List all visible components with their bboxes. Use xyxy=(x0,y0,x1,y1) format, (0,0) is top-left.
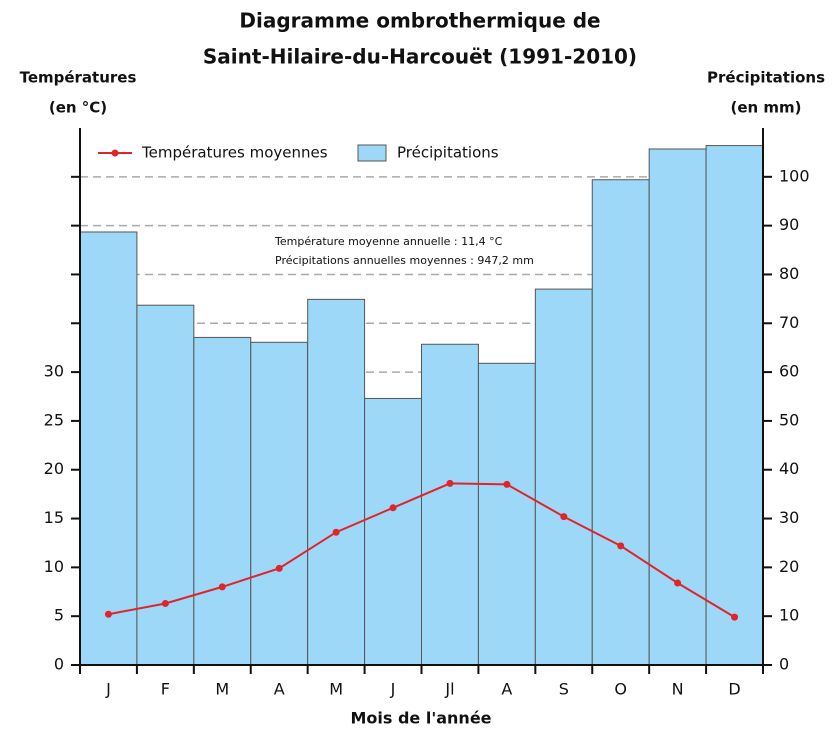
bar xyxy=(136,304,195,666)
x-tick-label: Jl xyxy=(444,680,454,699)
x-tick-label: M xyxy=(215,680,229,699)
y2-axis-label: Précipitations xyxy=(707,69,825,87)
y2-tick-label: 80 xyxy=(779,264,799,283)
y-tick-label: 10 xyxy=(44,557,64,576)
y-tick-label: 15 xyxy=(44,508,64,527)
x-tick-label: F xyxy=(161,680,170,699)
y2-axis-label: (en mm) xyxy=(730,99,801,117)
y-axis-label: (en °C) xyxy=(49,99,107,117)
x-tick-label: A xyxy=(501,680,512,699)
chart-title: Saint-Hilaire-du-Harcouët (1991-2010) xyxy=(203,45,637,69)
y2-tick-label: 30 xyxy=(779,508,799,527)
line xyxy=(108,482,736,619)
y2-tick-label: 100 xyxy=(779,166,810,185)
y-tick-label: 25 xyxy=(44,410,64,429)
marker xyxy=(503,480,511,488)
y-tick-label: 20 xyxy=(44,459,64,478)
marker xyxy=(617,542,625,550)
bar xyxy=(307,298,366,666)
marker xyxy=(731,613,739,621)
x-tick-label: J xyxy=(390,680,396,699)
y2-tick-label: 60 xyxy=(779,362,799,381)
marker xyxy=(104,610,112,618)
legend-swatch xyxy=(357,144,387,162)
y2-tick-label: 40 xyxy=(779,459,799,478)
bar xyxy=(705,145,764,666)
bar xyxy=(421,343,479,666)
marker xyxy=(674,579,682,587)
legend-label: Précipitations xyxy=(397,144,499,162)
y2-tick-label: 90 xyxy=(779,215,799,234)
chart-title: Diagramme ombrothermique de xyxy=(239,9,600,33)
x-tick-label: J xyxy=(105,680,111,699)
y2-tick-label: 20 xyxy=(779,557,799,576)
x-tick-label: A xyxy=(274,680,285,699)
marker xyxy=(332,528,340,536)
bar xyxy=(591,179,650,666)
x-axis-label: Mois de l'année xyxy=(350,709,491,728)
x-tick-label: O xyxy=(614,680,627,699)
y-tick-label: 30 xyxy=(44,362,64,381)
annotation: Température moyenne annuelle : 11,4 °C xyxy=(274,235,503,248)
y-tick-label: 0 xyxy=(54,655,64,674)
marker xyxy=(446,479,454,487)
marker xyxy=(161,599,169,607)
marker xyxy=(389,504,397,512)
bar xyxy=(648,148,707,666)
bar xyxy=(477,362,536,666)
bar xyxy=(250,341,309,666)
marker xyxy=(275,564,283,572)
bar xyxy=(79,231,138,666)
legend-label: Températures moyennes xyxy=(141,144,328,162)
legend-marker xyxy=(111,149,119,157)
bar xyxy=(193,336,252,666)
bar xyxy=(364,397,423,666)
y2-tick-label: 70 xyxy=(779,313,799,332)
x-tick-label: M xyxy=(329,680,343,699)
y2-tick-label: 50 xyxy=(779,410,799,429)
x-tick-label: D xyxy=(728,680,740,699)
annotation: Précipitations annuelles moyennes : 947,… xyxy=(275,254,534,267)
y-axis-label: Températures xyxy=(20,69,137,87)
marker xyxy=(218,583,226,591)
y2-tick-label: 0 xyxy=(779,655,789,674)
x-tick-label: S xyxy=(559,680,569,699)
marker xyxy=(560,513,568,521)
bar xyxy=(534,288,593,666)
y2-tick-label: 10 xyxy=(779,606,799,625)
y-tick-label: 5 xyxy=(54,606,64,625)
x-tick-label: N xyxy=(672,680,684,699)
